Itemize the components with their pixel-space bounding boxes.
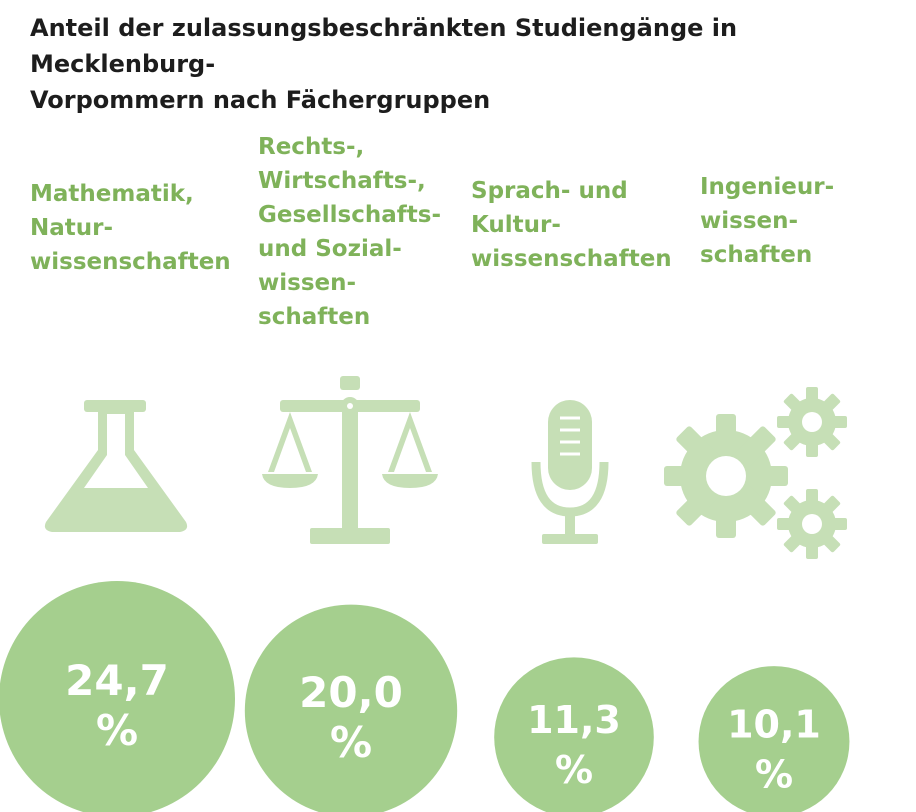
unit-label: % (755, 753, 793, 797)
flask-icon (44, 400, 188, 532)
value-label: 10,1 (727, 703, 821, 747)
value-label: 20,0 (299, 668, 403, 717)
value-label: 24,7 (65, 656, 169, 705)
value-label: 11,3 (527, 698, 621, 742)
unit-label: % (96, 706, 138, 755)
chart-title: Anteil der zulassungsbeschränkten Studie… (30, 14, 738, 114)
category-label-engineering: Ingenieur- wissen- schaften (700, 174, 835, 268)
value-bubble (0, 581, 235, 812)
category-label-language: Sprach- und Kultur- wissenschaften (471, 178, 672, 272)
scales-icon (262, 376, 438, 544)
microphone-icon (531, 400, 609, 544)
value-bubble (244, 604, 458, 812)
value-bubble (698, 666, 850, 812)
gears-icon (664, 387, 847, 559)
unit-label: % (555, 748, 593, 792)
value-bubble (494, 657, 654, 812)
category-label-math: Mathematik, Natur- wissenschaften (30, 181, 231, 275)
unit-label: % (330, 718, 372, 767)
category-label-law: Rechts-, Wirtschafts-, Gesellschafts- un… (258, 134, 441, 330)
